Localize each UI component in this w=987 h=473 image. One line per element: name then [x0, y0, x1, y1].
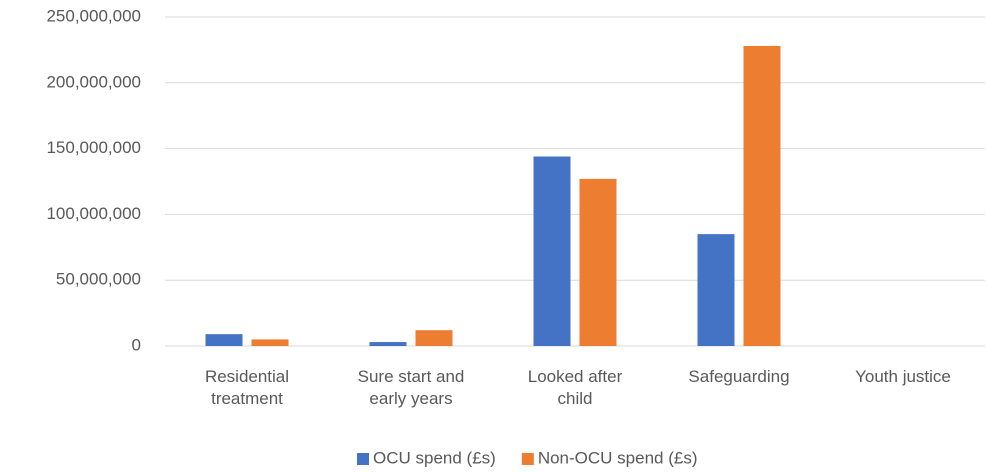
y-tick-label: 0 [132, 335, 141, 354]
legend-label: Non-OCU spend (£s) [538, 448, 698, 467]
bar [251, 339, 289, 346]
y-tick-label: 250,000,000 [46, 6, 141, 25]
bar [533, 156, 571, 346]
legend-swatch [357, 453, 369, 465]
y-tick-label: 50,000,000 [56, 270, 141, 289]
x-tick-label: Looked after child [527, 367, 623, 408]
x-tick-label: Residential treatment [204, 367, 290, 408]
bar [369, 342, 407, 346]
x-tick-label: Youth justice [855, 367, 951, 386]
bar [579, 178, 617, 346]
bar [743, 45, 781, 347]
legend-label: OCU spend (£s) [373, 448, 496, 467]
legend-swatch [521, 453, 534, 465]
x-tick-label: Sure start and early years [357, 367, 465, 408]
x-tick-label: Safeguarding [688, 367, 790, 386]
y-tick-label: 200,000,000 [46, 72, 141, 91]
bar [205, 334, 243, 346]
y-tick-label: 150,000,000 [46, 138, 141, 157]
bar [697, 234, 735, 346]
y-tick-label: 100,000,000 [46, 204, 141, 223]
bar [415, 330, 453, 346]
